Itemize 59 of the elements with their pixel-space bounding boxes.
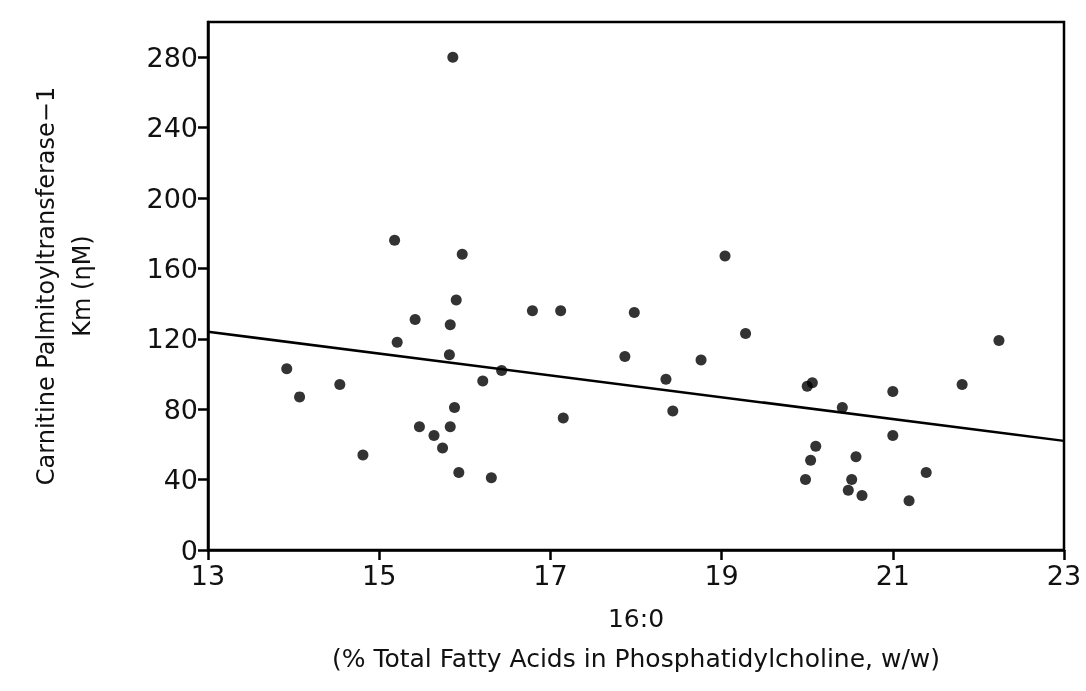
point: [810, 440, 822, 452]
point: [956, 379, 968, 391]
y-tick-label: 160: [146, 252, 198, 284]
y-axis-title: Carnitine Palmitoyltransferase−1 Km (ηM): [32, 86, 96, 486]
x-tick-label: 21: [875, 560, 910, 591]
point: [389, 234, 401, 246]
point: [447, 51, 459, 63]
point: [805, 454, 817, 466]
point: [667, 405, 679, 417]
point: [413, 421, 425, 433]
point: [800, 474, 811, 486]
point: [437, 442, 449, 454]
point: [557, 412, 569, 424]
point: [856, 489, 868, 501]
point: [450, 294, 462, 306]
point: [887, 386, 899, 398]
point: [555, 305, 567, 317]
point: [920, 467, 932, 479]
point: [887, 430, 899, 442]
point: [428, 430, 440, 442]
point: [842, 484, 854, 496]
point: [391, 336, 403, 348]
point: [719, 250, 731, 262]
point: [456, 248, 468, 260]
point: [846, 474, 858, 486]
y-tick-label: 40: [163, 464, 198, 496]
x-axis-title: 16:0 (% Total Fatty Acids in Phosphatidylcholine, w/w): [331, 603, 941, 673]
point: [453, 467, 465, 479]
point: [628, 306, 640, 318]
point: [836, 401, 848, 413]
x-tick-label: 23: [1046, 560, 1082, 591]
point: [334, 379, 346, 391]
point: [526, 305, 538, 317]
point: [477, 375, 489, 387]
point: [357, 449, 369, 461]
point: [409, 313, 421, 325]
x-tick-label: 19: [704, 560, 739, 591]
point: [740, 328, 752, 340]
point: [850, 451, 862, 463]
y-tick-label: 240: [146, 112, 198, 144]
point: [294, 391, 306, 403]
point: [281, 363, 293, 375]
x-tick-label: 15: [362, 560, 397, 591]
y-tick-label: 200: [146, 182, 198, 214]
point: [444, 421, 456, 433]
y-tick-label: 280: [146, 41, 198, 73]
point: [619, 350, 631, 362]
point: [806, 377, 818, 389]
x-tick-label: 17: [533, 560, 568, 591]
point: [485, 472, 497, 484]
point: [993, 335, 1005, 347]
point: [903, 495, 915, 507]
y-tick-label: 80: [163, 393, 198, 425]
point: [660, 373, 672, 385]
point: [444, 319, 456, 331]
point: [449, 401, 461, 413]
point: [695, 354, 707, 366]
y-tick-label: 120: [146, 323, 198, 355]
point: [443, 349, 455, 361]
